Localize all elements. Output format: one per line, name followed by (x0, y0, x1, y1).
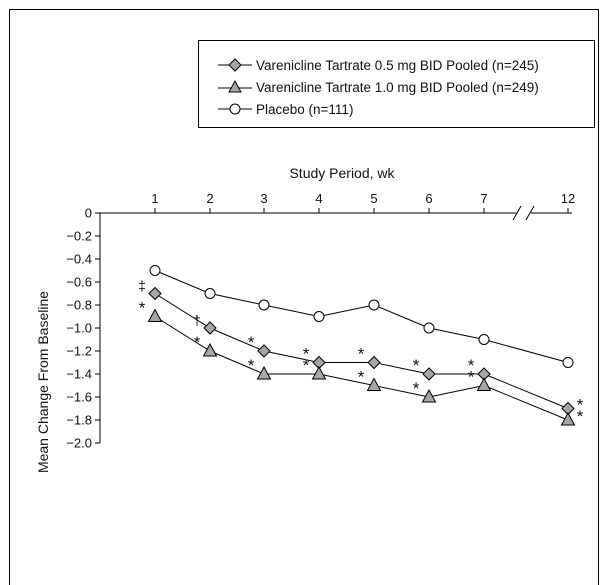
legend-item-2: Placebo (n=111) (199, 99, 594, 121)
significance-annotation: * (577, 407, 584, 426)
significance-annotation: * (248, 333, 255, 352)
x-axis-label: Study Period, wk (289, 165, 395, 181)
legend-marker-triangle-icon (218, 79, 252, 93)
significance-annotation: * (194, 333, 201, 352)
y-tick-label: −0.6 (66, 275, 92, 290)
series-layer: ‡†** ** ***** ***** (138, 265, 584, 426)
data-point-circle (562, 357, 574, 368)
y-tick-label: −0.8 (66, 298, 92, 313)
x-tick-label: 5 (370, 191, 377, 206)
data-point-triangle (202, 342, 218, 357)
y-tick-label: −1.6 (66, 390, 92, 405)
data-point-triangle (476, 377, 492, 391)
y-tick-label: −0.2 (66, 229, 92, 244)
axes: 1 2 3 4 5 6 7 120−0.2−0.4−0.6−0.8−1.0−1.2−1.4−1… (66, 191, 575, 451)
significance-annotation: * (248, 356, 255, 375)
significance-annotation: * (139, 299, 146, 318)
legend-label: Placebo (n=111) (256, 102, 354, 117)
data-point-triangle (311, 365, 327, 380)
legend-marker-diamond-icon (218, 58, 252, 72)
x-tick-label: 3 (260, 191, 267, 206)
significance-annotation: * (468, 368, 475, 387)
y-tick-label: −0.4 (66, 252, 92, 267)
y-tick-label: −1.8 (66, 413, 92, 428)
data-point-triangle (560, 411, 576, 426)
y-tick-label: −1.2 (66, 344, 92, 359)
data-point-circle (204, 288, 216, 299)
data-point-triangle (256, 365, 272, 380)
significance-annotation: * (577, 396, 584, 415)
significance-annotation: * (303, 345, 310, 364)
data-point-circle (368, 299, 380, 311)
data-point-triangle (147, 308, 163, 322)
data-point-diamond (422, 367, 436, 381)
y-axis-label: Mean Change From Baseline (35, 291, 51, 473)
legend-item-0: Varenicline Tartrate 0.5 mg BID Pooled (… (199, 55, 594, 77)
series-line (154, 270, 569, 363)
x-tick-label: 1 (151, 191, 158, 206)
legend-marker-circle-icon (218, 103, 252, 115)
y-tick-label: 0 (85, 206, 92, 221)
significance-annotation: † (193, 312, 201, 328)
data-point-diamond (367, 355, 381, 370)
legend-item-1: Varenicline Tartrate 1.0 mg BID Pooled (… (199, 77, 594, 99)
x-tick-label: 12 (561, 191, 575, 206)
series-line (154, 316, 569, 421)
significance-annotation: * (413, 356, 420, 375)
significance-annotation: * (303, 356, 310, 375)
significance-annotation: ‡ (138, 278, 146, 294)
data-point-triangle (421, 388, 437, 403)
legend-label: Varenicline Tartrate 1.0 mg BID Pooled (… (256, 80, 539, 95)
x-axis-break-mark (525, 205, 535, 221)
data-point-diamond (257, 344, 271, 358)
data-point-circle (149, 265, 161, 276)
y-tick-label: −1.0 (66, 321, 92, 336)
data-point-circle (423, 322, 435, 334)
legend: Varenicline Tartrate 0.5 mg BID Pooled (… (198, 40, 595, 128)
significance-annotation: * (413, 379, 420, 398)
x-tick-label: 4 (315, 191, 322, 206)
y-tick-label: −1.4 (66, 367, 92, 382)
data-point-circle (478, 334, 490, 345)
data-point-circle (258, 299, 270, 311)
data-point-triangle (366, 377, 382, 391)
data-point-diamond (148, 286, 162, 301)
x-tick-label: 2 (206, 191, 213, 206)
x-tick-label: 7 (480, 191, 487, 206)
significance-annotation: * (358, 345, 365, 364)
x-tick-label: 6 (425, 191, 432, 206)
series-line (154, 293, 569, 409)
data-point-diamond (203, 321, 217, 335)
significance-annotation: * (358, 368, 365, 387)
legend-label: Varenicline Tartrate 0.5 mg BID Pooled (… (256, 58, 539, 73)
x-axis-break-mark (512, 205, 522, 221)
y-tick-label: −2.0 (66, 436, 92, 451)
significance-annotation: * (468, 356, 475, 375)
data-point-circle (313, 311, 325, 322)
figure-frame (9, 9, 599, 585)
